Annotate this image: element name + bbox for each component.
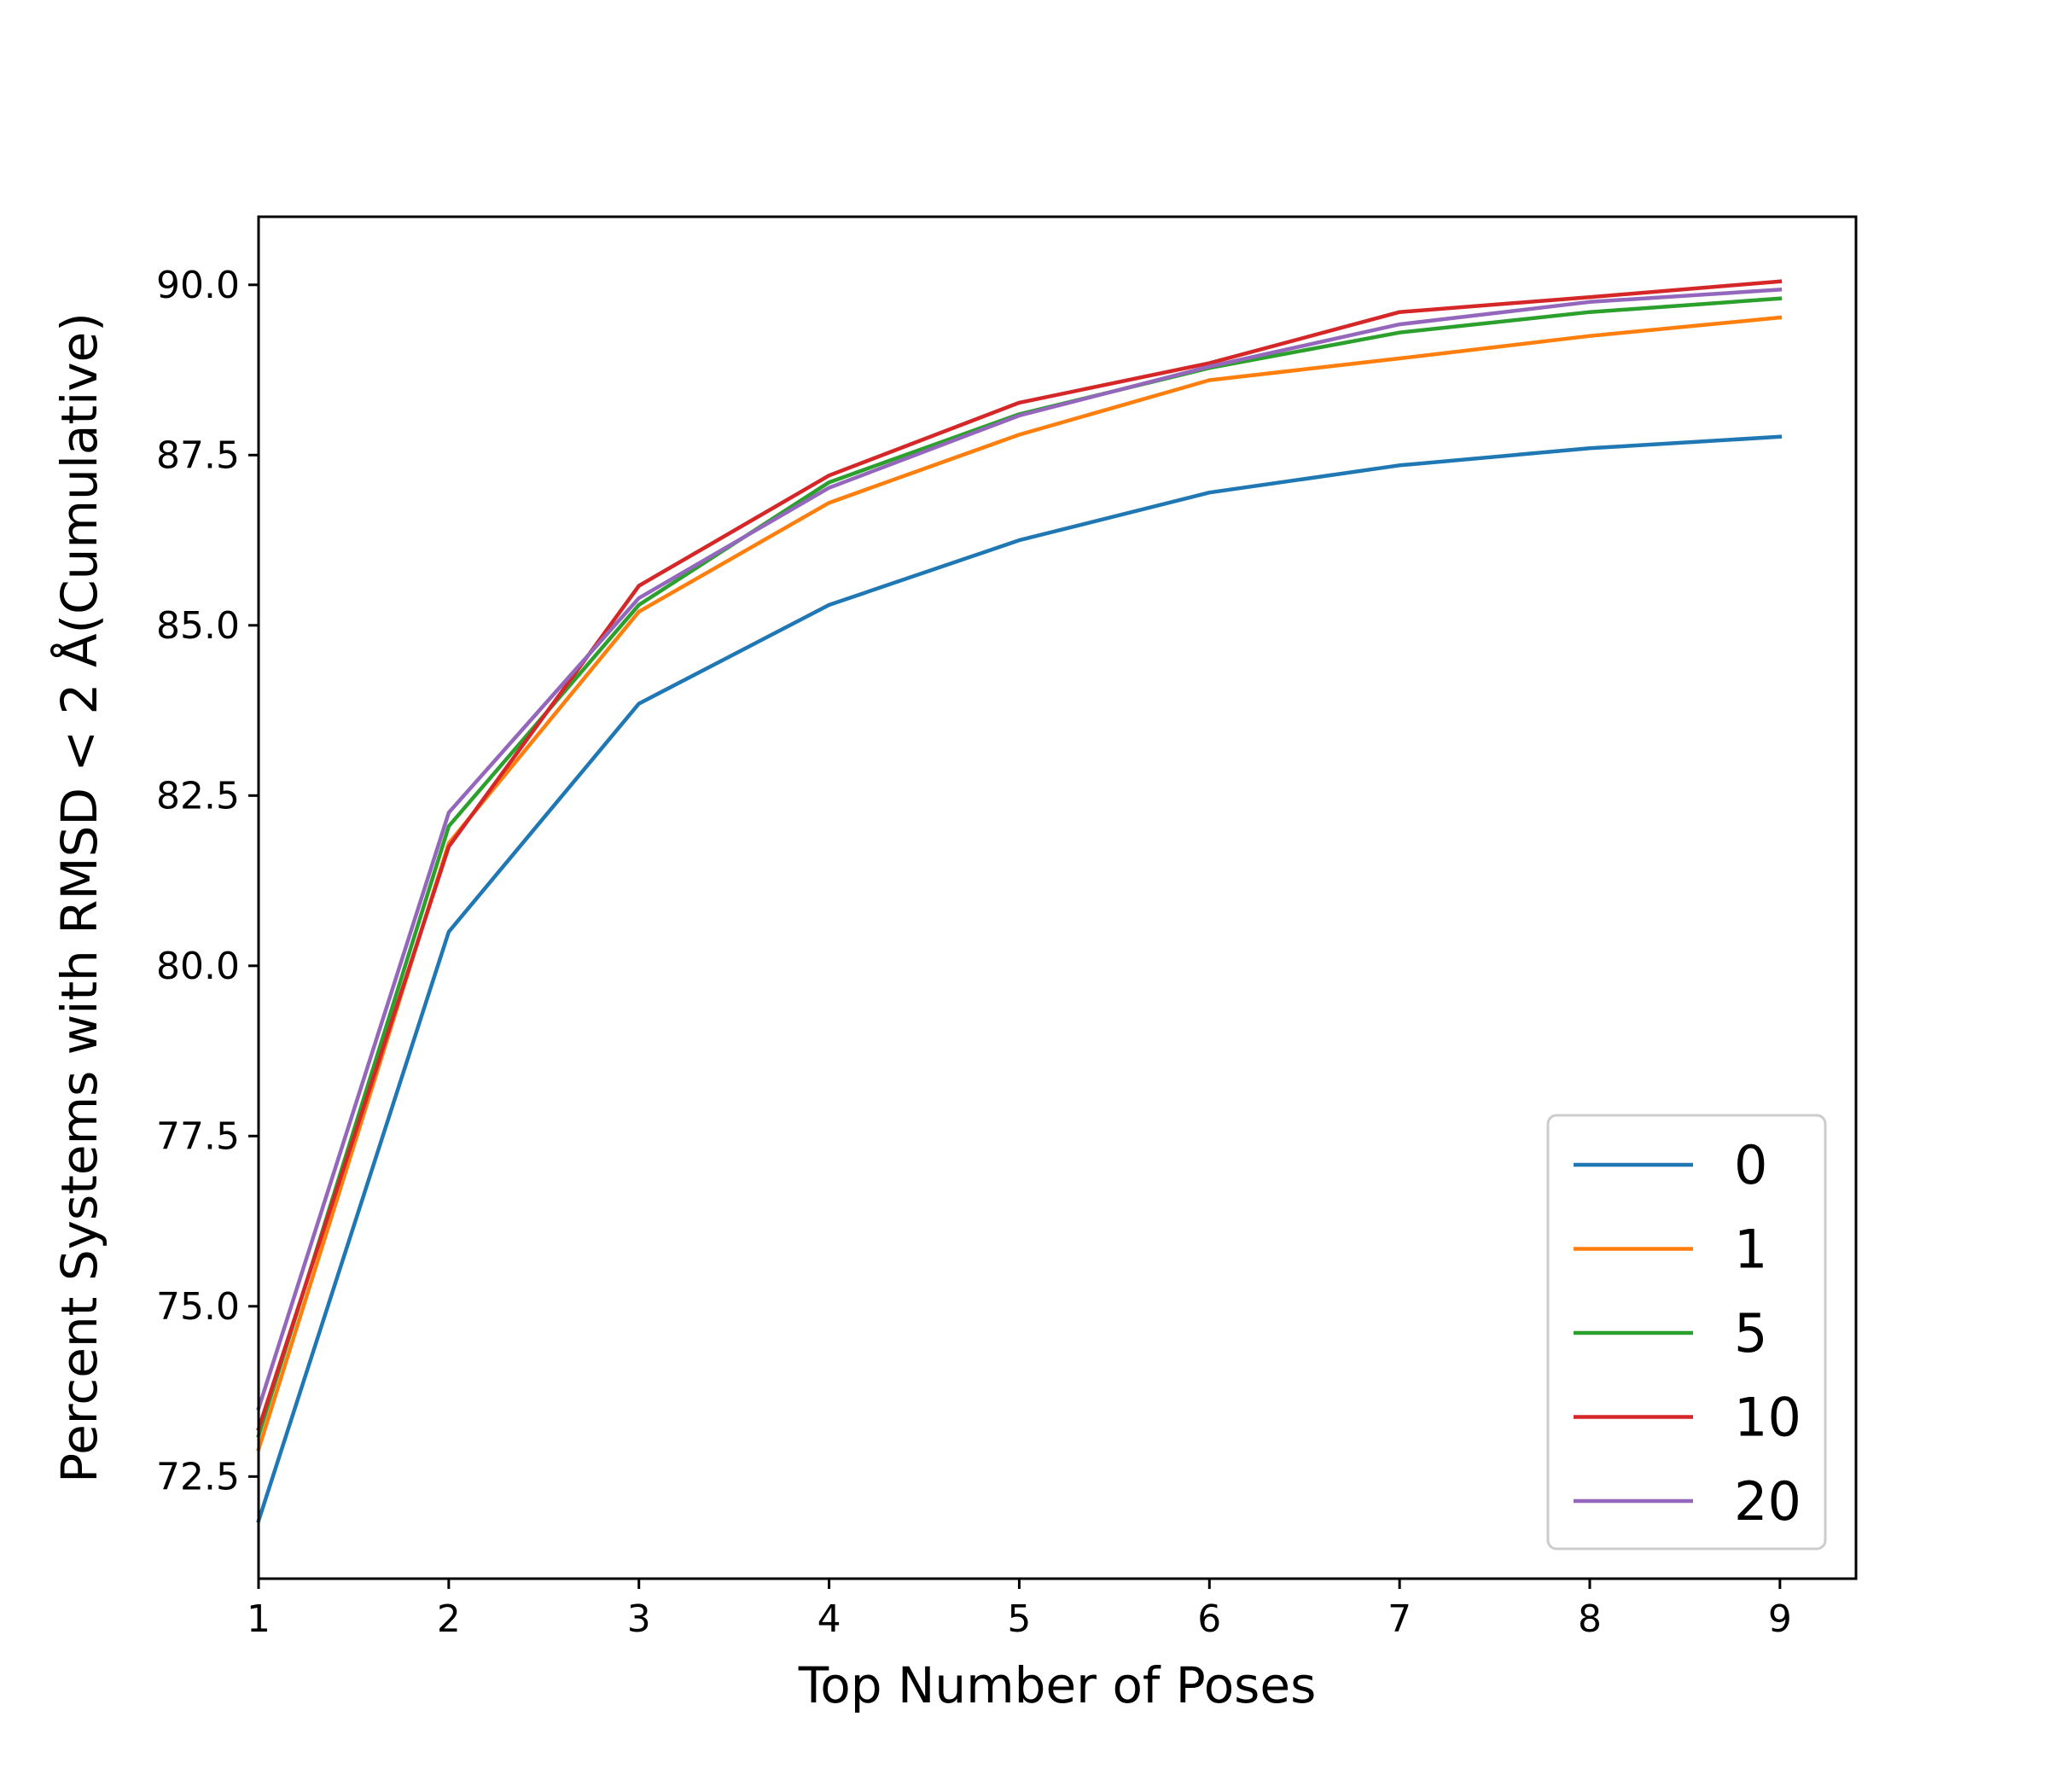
legend-label-10: 10: [1734, 1387, 1801, 1449]
series-layer: [256, 279, 1783, 1524]
y-tick-label: 85.0: [156, 604, 240, 648]
y-tick-label: 77.5: [156, 1114, 240, 1158]
y-tick-label: 82.5: [156, 774, 240, 817]
x-tick-label: 6: [1197, 1597, 1221, 1641]
x-tick-label: 9: [1768, 1597, 1792, 1641]
legend-label-5: 5: [1734, 1302, 1767, 1364]
x-tick-label: 8: [1578, 1597, 1602, 1641]
y-axis-label: Percent Systems with RMSD < 2 Å(Cumulati…: [49, 312, 108, 1483]
y-axis: 72.5 75.0 77.5 80.0 82.5 85.0 87.5 90.0: [156, 264, 259, 1498]
x-axis: 1 2 3 4 5 6 7 8 9: [247, 1579, 1792, 1641]
plot-frame: [257, 215, 1858, 1580]
y-tick-label: 90.0: [156, 264, 240, 307]
y-tick-label: 75.0: [156, 1285, 240, 1329]
legend-label-0: 0: [1734, 1134, 1767, 1196]
x-axis-label: Top Number of Poses: [798, 1656, 1317, 1714]
legend: 0 1 5 10 20: [1546, 1114, 1827, 1551]
x-tick-label: 1: [247, 1597, 271, 1641]
series-line-20: [256, 288, 1783, 1411]
x-tick-label: 2: [437, 1597, 461, 1641]
series-line-1: [256, 315, 1783, 1452]
series-line-0: [256, 434, 1783, 1524]
x-tick-label: 5: [1007, 1597, 1031, 1641]
y-tick-label: 80.0: [156, 945, 240, 988]
x-tick-label: 3: [627, 1597, 651, 1641]
y-tick-label: 87.5: [156, 433, 240, 477]
legend-label-20: 20: [1734, 1470, 1801, 1533]
legend-label-1: 1: [1734, 1219, 1767, 1281]
series-line-10: [256, 279, 1783, 1432]
y-tick-label: 72.5: [156, 1455, 240, 1498]
x-tick-label: 4: [817, 1597, 841, 1641]
legend-items: 0 1 5 10 20: [1574, 1134, 1801, 1533]
x-tick-label: 7: [1388, 1597, 1411, 1641]
